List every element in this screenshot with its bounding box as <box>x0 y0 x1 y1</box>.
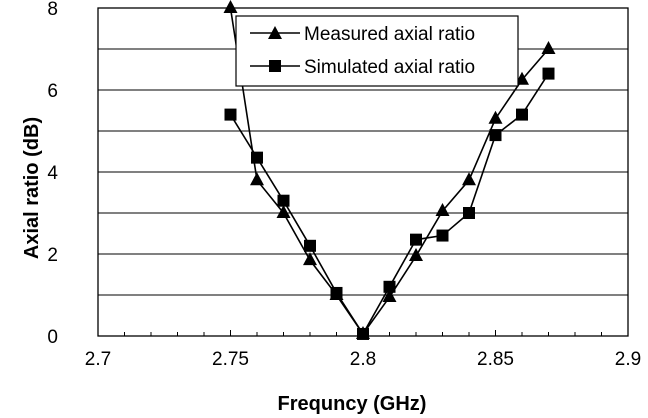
measured-point <box>250 172 264 186</box>
measured-point <box>382 289 397 303</box>
legend-box <box>235 15 519 87</box>
simulated-point <box>383 280 396 293</box>
legend: Measured axial ratio Simulated axial rat… <box>235 15 519 87</box>
y-tick-label: 0 <box>47 327 58 348</box>
legend-square-marker <box>269 60 281 72</box>
x-tick-label: 2.8 <box>350 349 376 370</box>
simulated-point <box>357 327 369 340</box>
measured-point <box>409 248 423 262</box>
simulated-point <box>463 207 475 219</box>
measured-point <box>488 110 503 124</box>
simulated-point <box>516 108 528 121</box>
measured-point <box>462 172 476 186</box>
series-group <box>223 0 556 340</box>
simulated-point <box>277 194 290 207</box>
tick-labels: 2.7 2.75 2.8 2.85 2.9 0 2 4 6 8 <box>47 0 641 370</box>
simulated-point <box>304 239 316 252</box>
measured-point <box>276 205 291 218</box>
simulated-point <box>224 108 237 121</box>
legend-triangle-marker <box>268 26 282 39</box>
simulated-point <box>330 286 343 299</box>
x-tick-label: 2.7 <box>85 349 111 370</box>
y-axis-title: Axial ratio (dB) <box>21 117 43 259</box>
gridlines <box>98 7 628 296</box>
x-tick-label: 2.85 <box>477 349 514 370</box>
measured-point <box>541 41 556 54</box>
x-tick-label: 2.9 <box>615 349 641 370</box>
simulated-point <box>251 151 263 164</box>
simulated-point <box>436 229 449 242</box>
y-tick-label: 2 <box>47 245 58 266</box>
measured-point <box>303 252 317 266</box>
simulated-point <box>410 233 422 246</box>
simulated-point <box>542 67 555 80</box>
y-tick-label: 4 <box>47 163 58 184</box>
y-tick-label: 6 <box>47 81 58 102</box>
measured-point <box>223 0 238 13</box>
y-tick-label: 8 <box>47 0 58 20</box>
legend-measured-label: Measured axial ratio <box>304 24 475 45</box>
x-tick-label: 2.75 <box>212 349 249 370</box>
legend-simulated-label: Simulated axial ratio <box>304 57 475 78</box>
measured-point <box>435 202 450 216</box>
simulated-point <box>489 129 502 142</box>
x-axis-title: Frequncy (GHz) <box>278 393 427 415</box>
